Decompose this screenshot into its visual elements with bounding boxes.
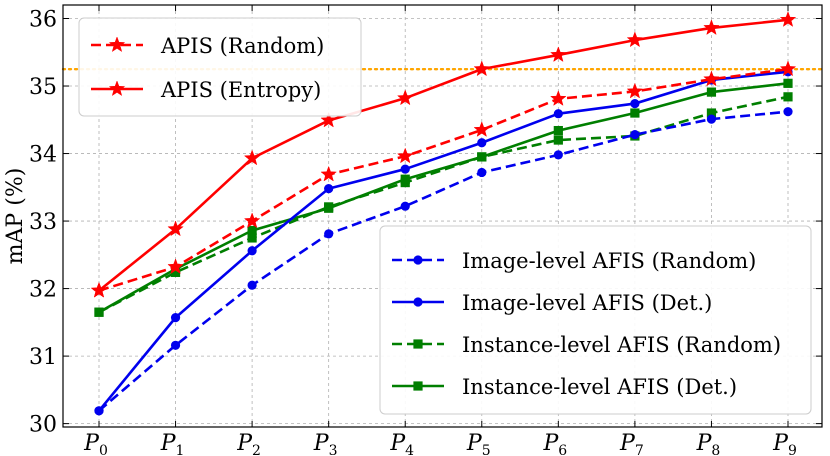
y-tick-label: 30 xyxy=(29,413,57,438)
data-point xyxy=(783,107,793,117)
data-point xyxy=(247,246,257,256)
legend-lower-right: Image-level AFIS (Random) Image-level AFI… xyxy=(379,225,812,415)
data-point xyxy=(783,92,793,102)
data-point xyxy=(630,130,640,140)
data-point xyxy=(550,90,567,106)
legend-swatch-marker xyxy=(413,255,423,265)
x-tick-labels: P0 P1 P2 P3 P4 P5 P6 P7 P8 P9 xyxy=(83,431,797,456)
legend-label: Instance-level AFIS (Random) xyxy=(462,333,781,357)
data-point xyxy=(94,406,104,416)
legend-swatch-marker xyxy=(413,297,423,307)
x-tick-label: P9 xyxy=(772,431,797,456)
y-tick-label: 31 xyxy=(29,345,57,370)
data-point xyxy=(706,108,717,118)
y-axis-label: mAP (%) xyxy=(3,168,28,265)
series-group xyxy=(90,11,797,416)
data-point xyxy=(90,281,108,298)
series-line xyxy=(98,110,789,412)
axis-ticks xyxy=(63,5,822,427)
data-point xyxy=(167,220,184,237)
data-point xyxy=(324,229,334,239)
legend-label: APIS (Entropy) xyxy=(160,78,321,102)
data-point xyxy=(320,165,337,182)
data-point xyxy=(170,340,181,350)
data-point xyxy=(626,82,644,99)
data-point xyxy=(170,313,181,323)
legend-label: Image-level AFIS (Det.) xyxy=(462,291,712,315)
legend-swatch-marker xyxy=(108,36,126,53)
x-tick-label: P2 xyxy=(236,431,261,456)
data-point xyxy=(706,114,717,124)
plot-frame xyxy=(62,4,823,428)
series-line xyxy=(98,95,789,314)
data-point xyxy=(706,87,717,97)
x-tick-label: P7 xyxy=(619,431,644,456)
series-line xyxy=(98,67,789,292)
data-point xyxy=(247,280,257,290)
x-tick-label: P3 xyxy=(313,431,338,456)
data-point xyxy=(550,46,567,63)
y-tick-label: 35 xyxy=(29,75,57,100)
x-tick-label: P8 xyxy=(696,431,721,456)
data-point xyxy=(473,121,491,137)
data-point xyxy=(247,233,257,243)
data-point xyxy=(630,108,640,118)
x-tick-label: P6 xyxy=(542,431,567,456)
data-point xyxy=(630,98,640,109)
data-point xyxy=(703,19,720,36)
data-point xyxy=(553,109,563,119)
legend-label: Image-level AFIS (Random) xyxy=(462,249,756,273)
data-point xyxy=(400,201,410,211)
series-line xyxy=(98,18,789,292)
data-point xyxy=(553,135,563,145)
y-tick-label: 34 xyxy=(29,143,57,168)
data-point xyxy=(779,11,797,27)
data-point xyxy=(783,78,793,88)
data-point xyxy=(553,150,563,160)
legend-swatch-marker xyxy=(413,381,423,391)
data-point xyxy=(396,89,414,106)
legend-swatch-marker xyxy=(108,80,126,97)
legend-label: APIS (Random) xyxy=(160,34,324,58)
legend-top-left: APIS (Random) APIS (Entropy) xyxy=(78,17,362,117)
data-point xyxy=(477,138,487,148)
data-point xyxy=(324,203,334,213)
series-line xyxy=(97,70,789,412)
data-point xyxy=(243,149,261,166)
x-tick-label: P0 xyxy=(83,431,108,456)
data-point xyxy=(94,307,104,317)
series-apis-random xyxy=(90,60,797,298)
legend-label: Instance-level AFIS (Det.) xyxy=(462,375,737,399)
x-tick-label: P5 xyxy=(466,431,491,456)
data-point xyxy=(167,258,184,275)
data-point xyxy=(626,31,644,48)
data-point xyxy=(247,225,257,236)
series-line xyxy=(98,82,789,314)
data-point xyxy=(396,147,414,164)
data-point xyxy=(400,164,410,174)
data-point xyxy=(553,125,563,136)
data-point xyxy=(320,111,337,128)
data-point xyxy=(703,70,720,87)
data-point xyxy=(477,167,487,178)
data-point xyxy=(243,212,261,229)
x-tick-label: P1 xyxy=(160,431,185,456)
series-image-level-afis-det xyxy=(94,67,793,416)
x-tick-label: P4 xyxy=(389,431,414,456)
data-point xyxy=(324,184,334,194)
legend-box xyxy=(379,225,812,415)
data-point xyxy=(779,60,797,77)
legend-swatch-marker xyxy=(413,339,423,349)
y-tick-labels: 30 31 32 33 34 35 36 xyxy=(29,8,57,438)
y-tick-label: 36 xyxy=(29,8,57,33)
data-point xyxy=(400,174,410,184)
legend-box xyxy=(78,17,362,117)
data-point xyxy=(473,60,491,77)
data-point xyxy=(477,152,487,162)
y-tick-label: 33 xyxy=(29,210,57,235)
y-tick-label: 32 xyxy=(29,278,57,303)
series-apis-entropy xyxy=(90,11,797,298)
